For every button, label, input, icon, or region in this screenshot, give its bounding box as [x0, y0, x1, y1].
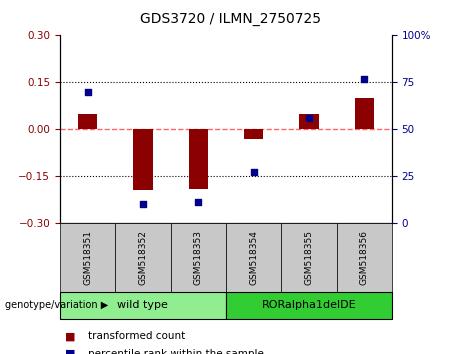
Point [305, 115, 313, 121]
Text: GDS3720 / ILMN_2750725: GDS3720 / ILMN_2750725 [140, 12, 321, 27]
Point [195, 200, 202, 205]
Bar [78, 114, 97, 129]
Text: GSM518353: GSM518353 [194, 230, 203, 285]
Text: ■: ■ [65, 331, 75, 341]
Bar [189, 129, 208, 189]
Bar [133, 129, 153, 190]
Text: GSM518355: GSM518355 [304, 230, 313, 285]
Text: ■: ■ [65, 349, 75, 354]
Text: GSM518351: GSM518351 [83, 230, 92, 285]
Point [84, 89, 91, 95]
Text: genotype/variation ▶: genotype/variation ▶ [5, 300, 108, 310]
Text: GSM518352: GSM518352 [138, 230, 148, 285]
Bar [299, 114, 319, 129]
Text: GSM518354: GSM518354 [249, 230, 258, 285]
Text: wild type: wild type [118, 300, 168, 310]
Bar [244, 129, 263, 138]
Point [361, 76, 368, 81]
Bar [355, 98, 374, 129]
Text: transformed count: transformed count [88, 331, 185, 341]
Text: percentile rank within the sample: percentile rank within the sample [88, 349, 264, 354]
Text: GSM518356: GSM518356 [360, 230, 369, 285]
Point [250, 170, 257, 175]
Text: RORalpha1delDE: RORalpha1delDE [261, 300, 356, 310]
Point [139, 201, 147, 207]
